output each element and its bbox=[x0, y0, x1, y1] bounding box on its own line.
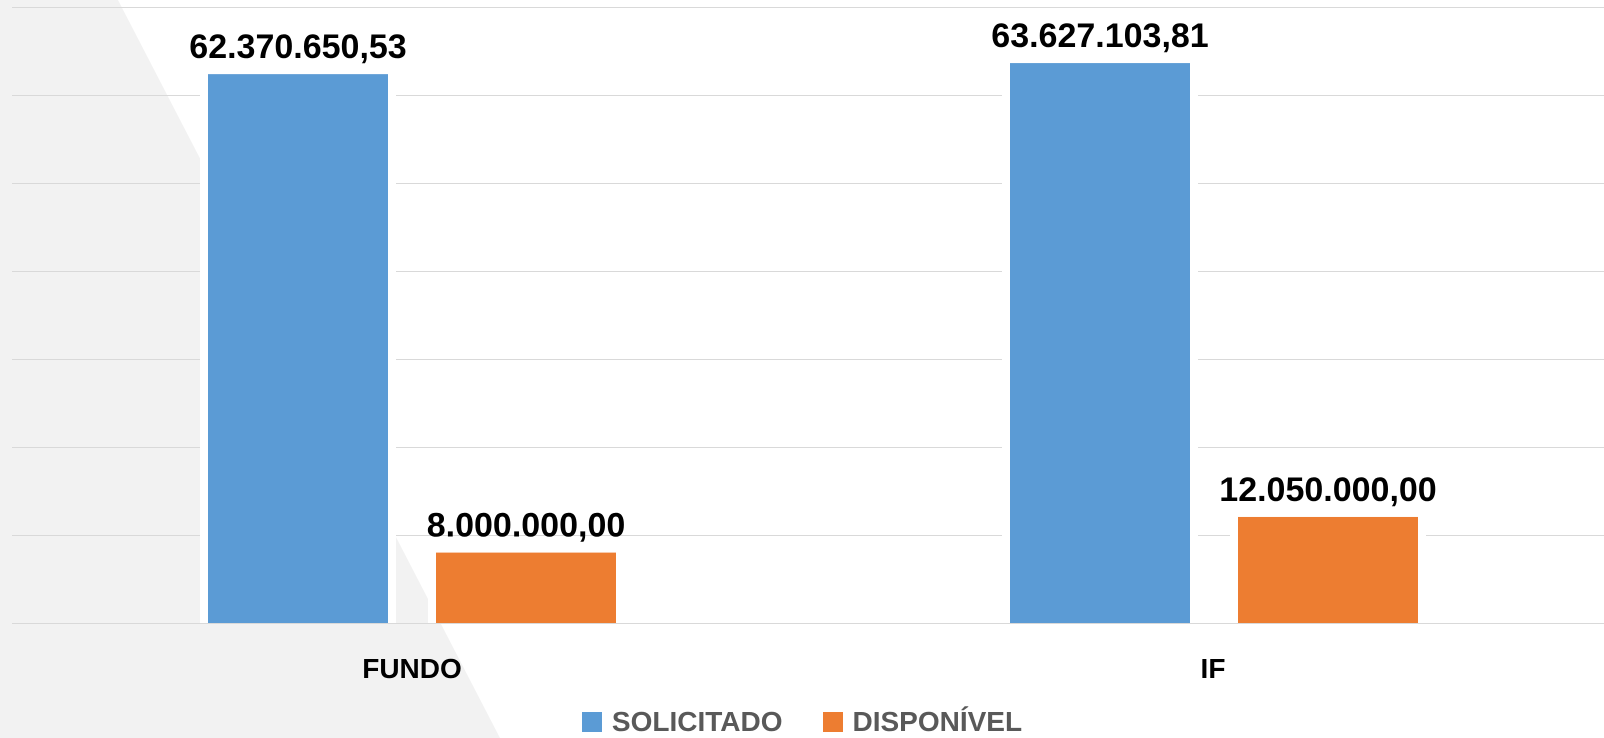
legend-label-solicitado: SOLICITADO bbox=[611, 706, 783, 737]
category-labels: FUNDO IF bbox=[362, 653, 1225, 684]
data-label-disponivel-fundo: 8.000.000,00 bbox=[427, 507, 626, 545]
legend-item-solicitado[interactable]: SOLICITADO bbox=[581, 706, 783, 738]
legend-swatch-solicitado bbox=[581, 712, 602, 732]
category-label-fundo: FUNDO bbox=[362, 653, 462, 684]
data-label-solicitado-if: 63.627.103,81 bbox=[991, 17, 1208, 55]
data-label-disponivel-if: 12.050.000,00 bbox=[1219, 471, 1436, 509]
legend: SOLICITADO DISPONÍVEL bbox=[0, 706, 1604, 738]
category-label-if: IF bbox=[1201, 653, 1226, 684]
legend-swatch-disponivel bbox=[822, 712, 843, 732]
data-labels: 62.370.650,53 63.627.103,81 8.000.000,00 12… bbox=[189, 17, 1436, 545]
bar-solicitado-if[interactable] bbox=[1010, 63, 1190, 624]
data-label-solicitado-fundo: 62.370.650,53 bbox=[189, 28, 406, 66]
bar-disponivel-if[interactable] bbox=[1238, 516, 1418, 623]
legend-label-disponivel: DISPONÍVEL bbox=[852, 706, 1023, 737]
bar-solicitado-fundo[interactable] bbox=[208, 74, 388, 623]
bars bbox=[200, 63, 1426, 624]
bar-disponivel-fundo[interactable] bbox=[436, 552, 616, 623]
legend-item-disponivel[interactable]: DISPONÍVEL bbox=[822, 706, 1023, 738]
